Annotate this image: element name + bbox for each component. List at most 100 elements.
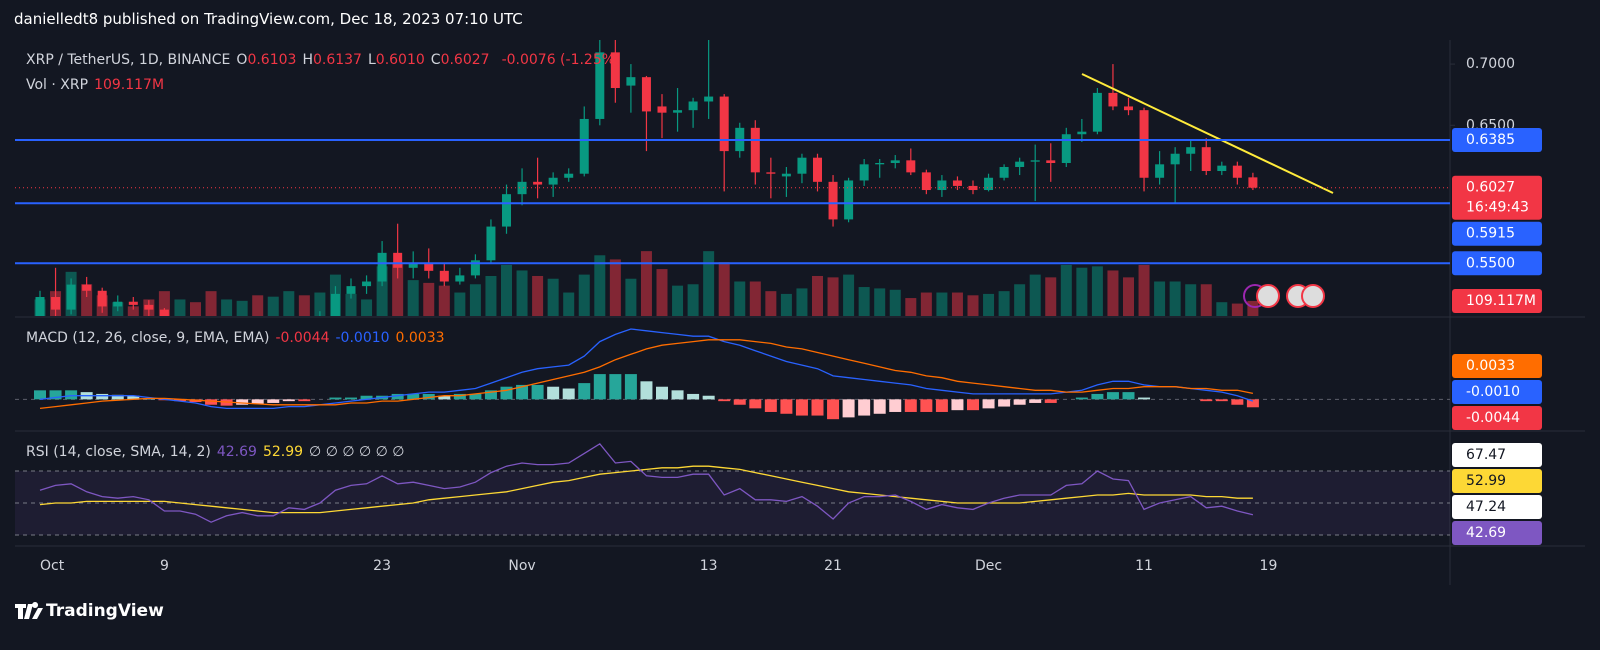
macd-histogram-bar — [438, 395, 451, 400]
ohlc-key: L — [367, 52, 376, 68]
candle-body — [937, 180, 947, 191]
candle-body — [1201, 147, 1211, 172]
rsi-ma-value: 52.99 — [262, 444, 304, 460]
candle-body — [984, 177, 994, 191]
candle-body — [999, 166, 1009, 178]
volume-bar — [983, 293, 995, 316]
macd-histogram-bar — [236, 399, 249, 405]
volume-bar — [454, 292, 466, 316]
macd-histogram-bar — [811, 399, 824, 416]
candle-body — [704, 96, 714, 102]
macd-histogram-bar — [998, 399, 1011, 407]
macd-histogram-bar — [951, 399, 964, 411]
macd-histogram-bar — [298, 399, 311, 402]
volume-bar — [158, 291, 170, 316]
x-tick-label: 11 — [1135, 558, 1153, 574]
macd-histogram-bar — [593, 374, 606, 400]
volume-bar — [501, 264, 512, 316]
candle-body — [657, 106, 667, 113]
volume-bar — [827, 277, 839, 316]
candle-body — [1092, 92, 1102, 132]
candle-body — [766, 172, 776, 174]
volume-bar — [314, 292, 326, 316]
ohlc-key: O — [236, 52, 248, 68]
axis-tag-label: 0.5915 — [1466, 226, 1515, 242]
change: -0.0076 (-1.25%) — [501, 52, 621, 68]
candle-body — [750, 127, 760, 173]
candle-body — [113, 301, 123, 307]
axis-tag — [1452, 175, 1542, 220]
macd-histogram-bar — [453, 393, 466, 400]
volume-bar — [951, 292, 963, 316]
volume-bar — [1247, 300, 1259, 316]
volume-bar — [905, 298, 917, 316]
candle-body — [502, 194, 511, 227]
ohlc-key: H — [302, 52, 313, 68]
macd-histogram-bar — [1138, 397, 1151, 400]
axis-tag-label: 42.69 — [1466, 525, 1506, 541]
volume-bar — [578, 274, 590, 316]
volume-bar — [190, 302, 201, 316]
macd-histogram-bar — [718, 399, 731, 402]
volume-bar — [1045, 277, 1057, 316]
candle-body — [968, 185, 978, 191]
candle-body — [688, 101, 698, 111]
volume-bar — [407, 280, 419, 316]
trendline — [1081, 73, 1334, 194]
macd-histogram-bar — [531, 384, 544, 400]
volume-bar — [920, 292, 932, 316]
candle-body — [1248, 177, 1258, 188]
macd-legend: MACD (12, 26, close, 9, EMA, EMA) -0.0044… — [26, 330, 451, 346]
axis-tag-label: -0.0010 — [1466, 384, 1520, 400]
candle-body — [144, 304, 154, 310]
macd-histogram-bar — [267, 399, 280, 403]
rsi-line — [39, 442, 1254, 523]
candle-body — [548, 177, 558, 185]
volume-bar — [563, 292, 575, 316]
volume-bar — [609, 259, 621, 316]
volume-bar — [205, 291, 217, 316]
macd-histogram-bar — [391, 393, 404, 400]
volume-bar — [438, 285, 450, 316]
candle-body — [1124, 106, 1133, 111]
volume-bar — [765, 291, 777, 316]
x-tick-label: Oct — [40, 558, 65, 574]
volume-bar — [672, 285, 684, 316]
axis-tag-label: 0.5500 — [1466, 255, 1515, 271]
x-tick-label: Dec — [975, 558, 1002, 574]
volume-bar — [1169, 281, 1181, 316]
volume-bar — [1060, 264, 1072, 316]
macd-histogram-bar — [795, 399, 808, 416]
axis-tag — [1452, 288, 1542, 313]
volume-bar — [252, 295, 264, 316]
volume-bar — [998, 291, 1010, 316]
volume-bar — [656, 269, 668, 316]
macd-histogram-bar — [1215, 399, 1228, 402]
candle-body — [797, 157, 807, 174]
macd-histogram-bar — [422, 393, 435, 400]
ohlc: O0.6103 H0.6137 L0.6010 C0.6027 — [236, 52, 495, 68]
macd-histogram-bar — [173, 399, 186, 402]
macd-pane — [15, 328, 1450, 420]
macd-histogram-bar — [111, 394, 124, 400]
signal-line — [39, 339, 1254, 410]
axis-tag — [1452, 469, 1542, 493]
volume-bar — [127, 306, 139, 316]
x-tick-label: Nov — [508, 558, 535, 574]
volume-bar — [1091, 266, 1103, 316]
x-tick-label: 9 — [160, 558, 169, 574]
candle-body — [393, 252, 403, 268]
volume-bar — [718, 262, 730, 316]
axis-tag-label: 16:49:43 — [1466, 200, 1529, 216]
ohlc-key: C — [430, 52, 441, 68]
axis-tag — [1452, 354, 1542, 378]
volume-bar — [376, 266, 388, 316]
macd-histogram-bar — [516, 384, 529, 400]
candle-body — [470, 260, 480, 276]
macd-histogram-bar — [329, 397, 342, 400]
macd-histogram-bar — [656, 386, 668, 400]
rsi-value: 42.69 — [216, 444, 257, 460]
macd-histogram-bar — [127, 395, 140, 400]
